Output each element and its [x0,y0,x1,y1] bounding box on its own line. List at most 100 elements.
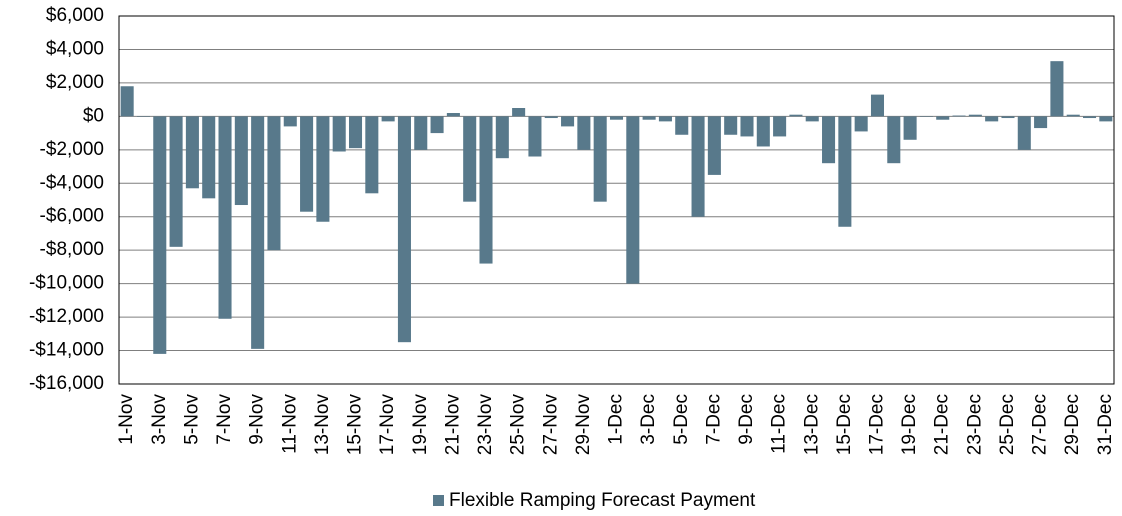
bar [365,116,379,194]
x-tick-label: 29-Dec [1062,394,1083,455]
bar [675,116,689,135]
bar [267,116,281,251]
bar [870,94,885,117]
bar [854,116,868,132]
x-tick-label: 1-Nov [116,394,137,445]
bar [397,116,411,343]
legend-swatch [433,495,444,506]
x-tick-label: 13-Dec [801,394,822,455]
x-tick-label: 19-Nov [410,394,431,456]
bar [218,116,232,319]
bar [593,116,607,202]
y-tick-label: -$10,000 [29,273,104,294]
y-tick-label: -$16,000 [29,373,104,394]
x-tick-label: 27-Nov [540,394,561,456]
bar [903,116,917,140]
y-tick-label: -$14,000 [29,340,104,361]
bar [561,116,575,127]
bar [512,108,526,117]
bar [1034,116,1048,129]
bar [1066,114,1080,117]
bar [446,113,460,117]
bar [756,116,770,147]
bar [316,116,330,222]
bar [609,116,624,120]
x-tick-label: 17-Dec [866,394,887,455]
bar [300,116,314,212]
bar [381,116,395,122]
bar [283,116,297,127]
plot-border [118,15,1115,385]
x-tick-label: 11-Nov [279,394,300,454]
bar [936,116,950,120]
x-tick-label: 7-Nov [214,394,235,445]
bar [1050,61,1064,117]
bar [707,116,721,175]
x-tick-label: 19-Dec [899,394,920,455]
bar [1083,116,1097,119]
y-tick-label: -$12,000 [29,306,104,327]
x-tick-label: 9-Nov [247,394,268,445]
bar [789,114,803,117]
bar [805,116,819,122]
bar [544,116,558,119]
y-tick-label: $2,000 [46,72,104,93]
bar [234,116,248,206]
bar [348,116,363,149]
bar [642,116,656,120]
bar [479,116,493,264]
x-tick-label: 25-Nov [508,394,529,456]
y-tick-label: -$4,000 [40,172,104,193]
bar [952,115,966,117]
bar [1001,116,1015,119]
bar [153,116,167,354]
bar [919,116,933,117]
bar [120,86,134,117]
bar [887,116,901,164]
x-tick-label: 5-Dec [671,394,692,445]
bar [1017,116,1031,150]
bar [528,116,542,157]
x-tick-label: 1-Dec [606,394,627,445]
x-tick-label: 15-Dec [834,394,855,455]
y-tick-label: $6,000 [46,5,104,26]
bar [691,116,705,217]
x-tick-label: 3-Nov [149,394,170,445]
x-tick-label: 11-Dec [769,394,790,454]
bar [1099,116,1113,122]
x-tick-label: 17-Nov [377,394,398,456]
x-tick-label: 15-Nov [345,394,366,456]
bar [968,114,982,117]
bar [740,116,754,137]
bar [495,116,509,159]
x-tick-label: 3-Dec [638,394,659,445]
bar [414,116,428,150]
x-tick-label: 23-Dec [964,394,985,455]
x-tick-label: 23-Nov [475,394,496,456]
bar [463,116,477,202]
y-tick-label: -$8,000 [40,239,104,260]
bar [658,116,672,122]
x-tick-label: 13-Nov [312,394,333,456]
bar [724,116,738,135]
bar [202,116,216,199]
bar [626,116,640,284]
x-tick-label: 31-Dec [1095,394,1116,455]
bar [332,116,346,152]
bar [985,116,999,122]
y-tick-label: -$6,000 [40,206,104,227]
x-tick-label: 5-Nov [181,394,202,445]
y-tick-label: $4,000 [46,38,104,59]
bar [773,116,787,137]
bar [251,116,265,349]
x-tick-label: 27-Dec [1030,394,1051,455]
x-tick-label: 7-Dec [703,394,724,445]
x-tick-label: 9-Dec [736,394,757,445]
x-tick-label: 21-Nov [442,394,463,456]
bar [136,116,150,117]
bar [822,116,836,164]
bar [169,116,183,247]
bar [185,116,199,189]
